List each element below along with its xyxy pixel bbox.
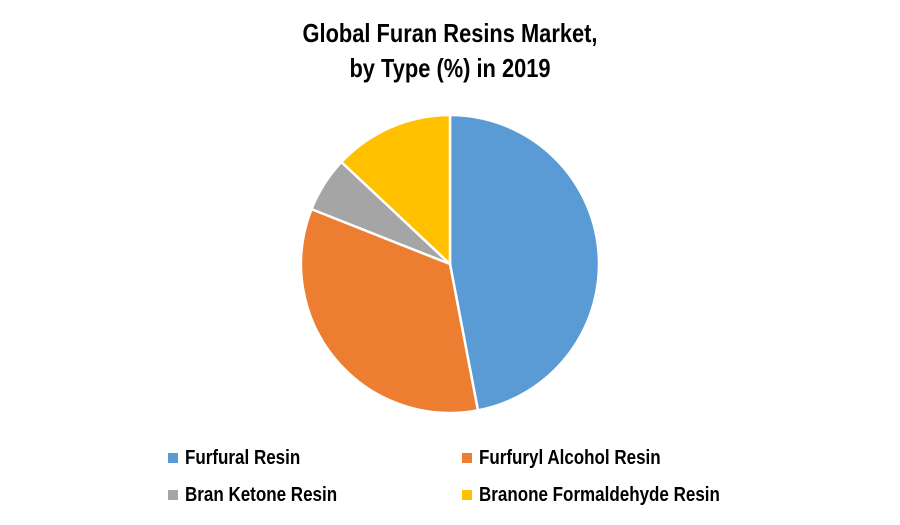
legend-marker-bran-ketone-resin-icon: [168, 490, 178, 500]
chart-title: Global Furan Resins Market, by Type (%) …: [72, 16, 828, 86]
pie-slice-branone-formaldehyde-resin: [340, 113, 452, 266]
legend-label-bran-ketone-resin: Bran Ketone Resin: [185, 483, 338, 506]
chart-title-line-2: by Type (%) in 2019: [349, 53, 551, 83]
legend-item-bran-ketone-resin: Bran Ketone Resin: [168, 483, 364, 506]
chart-title-line-1: Global Furan Resins Market,: [302, 18, 598, 48]
legend-marker-branone-formaldehyde-resin-icon: [462, 490, 472, 500]
legend-item-branone-formaldehyde-resin: Branone Formaldehyde Resin: [462, 483, 762, 506]
legend-label-furfuryl-alcohol-resin: Furfuryl Alcohol Resin: [479, 446, 661, 469]
legend-label-furfural-resin: Furfural Resin: [185, 446, 301, 469]
pie-slice-furfuryl-alcohol-resin: [299, 207, 480, 415]
legend-item-furfural-resin: Furfural Resin: [168, 446, 321, 469]
pie-slice-furfural-resin: [448, 113, 601, 412]
legend-marker-furfuryl-alcohol-resin-icon: [462, 453, 472, 463]
legend-marker-furfural-resin-icon: [168, 453, 178, 463]
legend-label-branone-formaldehyde-resin: Branone Formaldehyde Resin: [479, 483, 720, 506]
legend-item-furfuryl-alcohol-resin: Furfuryl Alcohol Resin: [462, 446, 693, 469]
